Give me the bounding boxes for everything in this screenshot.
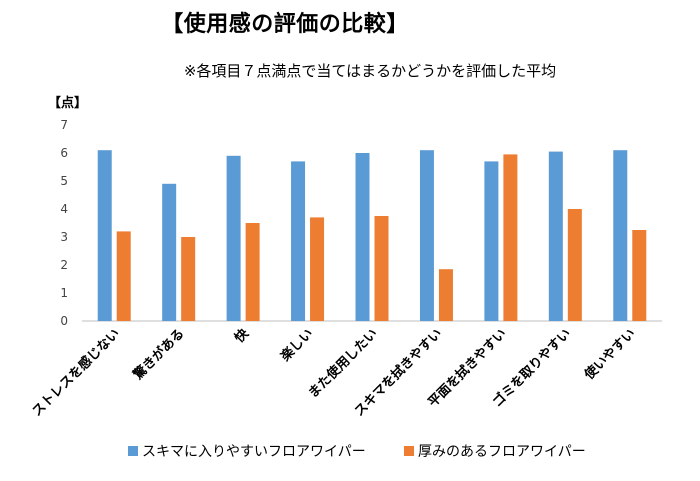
bar-series-2 [245, 223, 260, 321]
y-tick-label: 1 [60, 286, 68, 300]
bar-series-1 [613, 150, 628, 321]
bar-series-2 [374, 216, 389, 321]
x-category-label: 楽しい [277, 326, 317, 366]
bar-series-2 [310, 217, 325, 321]
legend: スキマに入りやすいフロアワイパー 厚みのあるフロアワイパー [128, 444, 586, 460]
y-tick-label: 3 [60, 230, 68, 244]
chart-title: 【使用感の評価の比較】 [161, 12, 409, 37]
x-category-label: ストレスを感じない [29, 326, 123, 420]
bar-series-1 [97, 150, 112, 321]
x-category-label: 快 [231, 325, 252, 346]
bar-series-2 [116, 231, 131, 321]
bars-group [97, 150, 647, 321]
legend-swatch-series-2 [404, 446, 414, 456]
bar-series-2 [567, 209, 582, 321]
y-tick-label: 0 [60, 314, 68, 328]
bar-series-1 [548, 151, 563, 321]
bar-series-1 [291, 161, 306, 321]
bar-series-1 [484, 161, 499, 321]
legend-label-series-2: 厚みのあるフロアワイパー [418, 444, 586, 460]
y-tick-label: 7 [60, 118, 68, 132]
y-axis-unit-label: 【点】 [48, 95, 87, 111]
x-category-label: また使用したい [305, 326, 381, 402]
x-axis-category-labels: ストレスを感じない 驚きがある快楽しいまた使用したいスキマを拭きやすい平面を拭きや… [29, 325, 639, 420]
y-tick-label: 4 [60, 202, 68, 216]
bar-series-1 [419, 150, 434, 321]
legend-swatch-series-1 [128, 446, 138, 456]
bar-series-2 [181, 237, 196, 321]
x-category-label: 驚きがある [130, 326, 188, 384]
y-tick-label: 5 [60, 174, 68, 188]
bar-series-1 [355, 153, 370, 321]
y-tick-label: 2 [60, 258, 68, 272]
y-tick-label: 6 [60, 146, 68, 160]
bar-series-2 [438, 269, 453, 321]
bar-series-1 [162, 183, 177, 321]
x-category-label: 使いやすい [581, 326, 639, 384]
bar-series-2 [632, 230, 647, 321]
legend-label-series-1: スキマに入りやすいフロアワイパー [142, 444, 366, 460]
bar-series-2 [503, 154, 518, 321]
bar-series-1 [226, 155, 241, 321]
y-axis-ticks: 0 1 2 3 4 5 6 7 [60, 118, 68, 328]
chart-subtitle: ※各項目７点満点で当てはまるかどうかを評価した平均 [183, 62, 557, 80]
